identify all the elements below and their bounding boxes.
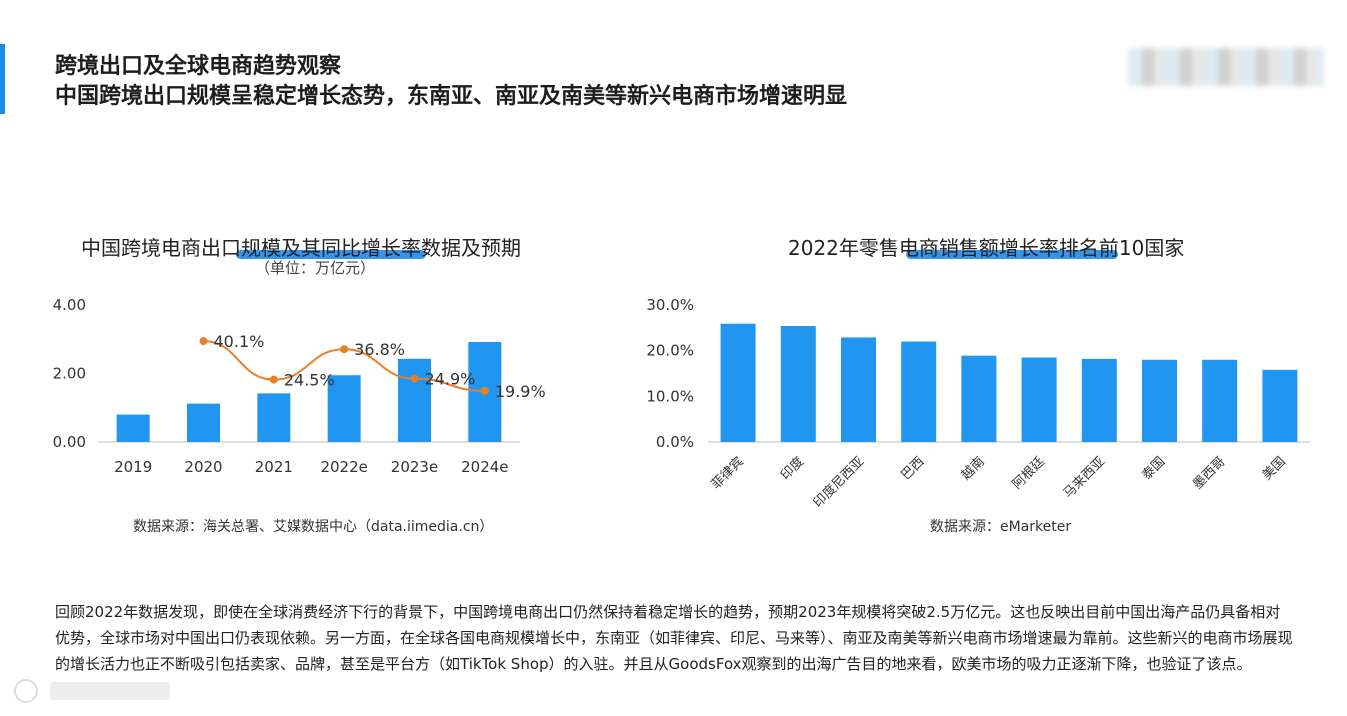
x-tick-label: 美国 (1260, 454, 1289, 483)
left-chart-title-block: 中国跨境电商出口规模及其同比增长率数据及预期 (81, 232, 521, 261)
bar (116, 414, 150, 442)
x-tick-label: 2020 (184, 458, 222, 476)
x-tick-label: 越南 (958, 454, 988, 484)
y-tick-label: 0.0% (656, 433, 694, 451)
x-tick-label: 泰国 (1139, 454, 1168, 483)
page-title: 跨境出口及全球电商趋势观察 (55, 54, 342, 79)
left-chart-source: 数据来源：海关总署、艾媒数据中心（data.iimedia.cn） (133, 519, 494, 535)
bar (257, 393, 291, 442)
y-tick-label: 2.00 (53, 365, 86, 383)
title-highlight (236, 250, 426, 259)
bar (961, 355, 997, 442)
bar (1262, 369, 1298, 442)
right-chart-source: 数据来源：eMarketer (930, 519, 1072, 535)
right-chart-title-block: 2022年零售电商销售额增长率排名前10国家 (788, 232, 1184, 261)
y-tick-label: 4.00 (53, 296, 86, 314)
x-tick-label: 马来西亚 (1061, 454, 1108, 501)
watermark (14, 679, 170, 703)
x-tick-label: 阿根廷 (1010, 454, 1048, 492)
growth-label: 24.5% (284, 371, 335, 390)
right-chart: 0.0% 10.0% 20.0% 30.0% 菲律宾 印度 印度尼西亚 巴西 越南 阿根廷 马来西亚… (646, 296, 1310, 511)
y-tick-label: 30.0% (646, 296, 694, 314)
growth-point (480, 386, 489, 395)
page-header: 跨境出口及全球电商趋势观察 中国跨境出口规模呈稳定增长态势，东南亚、南亚及南美等… (55, 52, 847, 112)
x-tick-label: 2019 (114, 458, 152, 476)
x-tick-label: 印度尼西亚 (810, 454, 867, 511)
left-chart-unit: （单位：万亿元） (255, 259, 376, 277)
bar (398, 358, 431, 442)
bar (780, 326, 816, 442)
bar (1021, 357, 1057, 442)
accent-bar (0, 44, 5, 114)
x-tick-label: 2021 (255, 458, 293, 476)
bar (327, 375, 361, 442)
growth-point (199, 337, 208, 346)
growth-point (340, 345, 349, 354)
x-tick-label: 2022e (320, 458, 367, 476)
y-tick-label: 20.0% (646, 342, 694, 360)
left-chart-title: 中国跨境电商出口规模及其同比增长率数据及预期 (81, 236, 521, 260)
growth-label: 40.1% (214, 332, 265, 351)
x-tick-label: 菲律宾 (708, 454, 747, 493)
x-tick-label: 墨西哥 (1190, 454, 1228, 492)
growth-point (410, 374, 419, 383)
bar (841, 337, 876, 442)
brand-logo (1128, 48, 1324, 86)
growth-label: 36.8% (354, 340, 405, 359)
page-subtitle: 中国跨境出口规模呈稳定增长态势，东南亚、南亚及南美等新兴电商市场增速明显 (55, 84, 848, 109)
growth-label: 19.9% (495, 382, 546, 401)
left-chart: 0.00 2.00 4.00 2019 2020 2021 2022e 2023e 2024e 4… (53, 296, 546, 476)
bar (720, 323, 756, 442)
bar (1202, 359, 1238, 442)
growth-point (269, 375, 278, 384)
bar (1142, 359, 1177, 442)
right-chart-title: 2022年零售电商销售额增长率排名前10国家 (788, 236, 1185, 260)
body-paragraph: 回顾2022年数据发现，即使在全球消费经济下行的背景下，中国跨境电商出口仍然保持… (55, 603, 1293, 673)
title-highlight (906, 250, 1118, 259)
bar (1081, 358, 1117, 442)
growth-label: 24.9% (425, 370, 476, 389)
bar (187, 403, 220, 442)
bar (901, 341, 937, 442)
x-tick-label: 印度 (777, 454, 807, 484)
y-tick-label: 10.0% (646, 387, 694, 405)
x-tick-label: 巴西 (899, 454, 928, 483)
y-tick-label: 0.00 (53, 433, 86, 451)
x-tick-label: 2024e (461, 458, 508, 476)
x-tick-label: 2023e (391, 458, 438, 476)
